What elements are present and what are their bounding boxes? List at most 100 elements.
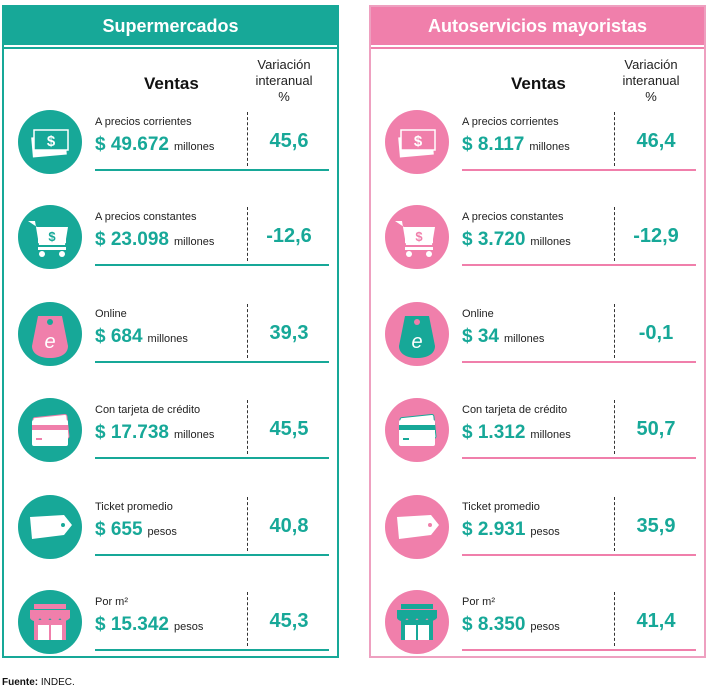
credit-card-icon [18,398,82,462]
metric-unit: millones [173,141,215,153]
money-icon: $ [385,110,449,174]
money-icon: $ [18,110,82,174]
metric-value: $ 49.672 [95,134,169,155]
row-underline [462,457,696,459]
svg-text:e: e [411,331,422,353]
variation-heading-line: % [645,89,657,104]
metric-unit: millones [173,236,215,248]
variation-value: 39,3 [269,322,309,344]
panel-title: Supermercados [4,7,337,45]
metric-row: Con tarjeta de crédito $ 1.312 millones 5… [371,398,704,468]
dashed-divider [614,112,615,166]
metric-label: A precios constantes [462,211,564,223]
svg-text:$: $ [415,229,423,244]
dashed-divider [614,207,615,261]
row-underline [95,554,329,556]
metric-value-wrap: $ 23.098 millones [95,229,214,251]
metric-value: $ 34 [462,326,499,347]
row-underline [95,169,329,171]
cart-icon: $ [18,205,82,269]
variation-value: 45,6 [269,130,309,152]
metric-label: Por m² [462,596,495,608]
ventas-heading: Ventas [511,74,566,93]
row-underline [95,457,329,459]
metric-unit: pesos [173,621,204,633]
row-underline [462,169,696,171]
metric-row: $ A precios corrientes $ 8.117 millones 4… [371,110,704,180]
variation-heading-line: Variación [624,57,678,72]
metric-row: $ A precios constantes $ 23.098 millones … [4,205,337,275]
variation-heading: Variación interanual% [249,57,319,105]
dashed-divider [247,497,248,551]
dashed-divider [614,400,615,454]
online-bag-icon: e [18,302,82,366]
footer-label: Fuente: [2,677,39,688]
metric-row: Ticket promedio $ 655 pesos 40,8 [4,495,337,565]
panel-autoservicios-mayoristas: Autoservicios mayoristas Ventas Variació… [369,5,706,658]
metric-label: Ticket promedio [95,501,173,513]
metric-value-wrap: $ 1.312 millones [462,422,571,444]
metric-unit: millones [530,429,571,441]
metric-value-wrap: $ 34 millones [462,326,544,348]
metric-row: $ A precios corrientes $ 49.672 millones … [4,110,337,180]
metric-value-wrap: $ 49.672 millones [95,134,214,156]
metric-unit: pesos [147,526,177,538]
svg-text:$: $ [48,229,56,244]
metric-unit: millones [173,429,215,441]
metric-value: $ 8.350 [462,614,526,635]
online-bag-icon: e [385,302,449,366]
metric-unit: millones [503,333,545,345]
ticket-tag-icon [385,495,449,559]
svg-text:e: e [44,331,55,353]
dashed-divider [614,497,615,551]
metric-value-wrap: $ 2.931 pesos [462,519,560,541]
store-icon [18,590,82,654]
metric-value-wrap: $ 15.342 pesos [95,614,203,636]
metric-unit: pesos [530,526,560,538]
metric-label: Ticket promedio [462,501,540,513]
metric-label: A precios corrientes [462,116,559,128]
credit-card-icon [385,398,449,462]
variation-value: 45,3 [269,610,309,632]
store-icon [385,590,449,654]
variation-value: 40,8 [269,515,309,537]
metric-value: $ 2.931 [462,519,526,540]
metric-row: e Online $ 34 millones -0,1 [371,302,704,372]
variation-value: -0,1 [638,322,674,344]
metric-value-wrap: $ 8.117 millones [462,134,570,156]
variation-value: 50,7 [636,418,676,440]
metric-row: Ticket promedio $ 2.931 pesos 35,9 [371,495,704,565]
footer-text: INDEC. [40,677,75,688]
metric-unit: pesos [530,621,560,633]
variation-value: 41,4 [636,610,676,632]
metric-value-wrap: $ 17.738 millones [95,422,214,444]
source-footer: Fuente: INDEC. [2,677,75,688]
metric-label: Con tarjeta de crédito [95,404,201,416]
metric-label: Online [462,308,494,320]
metric-row: Con tarjeta de crédito $ 17.738 millones … [4,398,337,468]
svg-text:$: $ [414,133,423,150]
header-divider [371,47,704,49]
panel-title: Autoservicios mayoristas [371,7,704,45]
metric-unit: millones [530,236,571,248]
row-underline [462,264,696,266]
row-underline [95,361,329,363]
variation-value: -12,6 [266,225,312,247]
metric-value: $ 684 [95,326,143,347]
variation-heading-line: Variación [257,57,311,72]
metric-value: $ 17.738 [95,422,169,443]
metric-value-wrap: $ 3.720 millones [462,229,571,251]
row-underline [95,649,329,651]
metric-unit: millones [529,141,570,153]
ventas-heading: Ventas [144,74,199,93]
dashed-divider [247,400,248,454]
row-underline [462,554,696,556]
metric-unit: millones [147,333,188,345]
variation-heading-line: % [278,89,290,104]
metric-label: Por m² [95,596,128,608]
svg-text:$: $ [47,133,56,150]
metric-value: $ 23.098 [95,229,169,250]
dashed-divider [614,592,615,646]
metric-label: A precios corrientes [95,116,192,128]
metric-row: $ A precios constantes $ 3.720 millones -… [371,205,704,275]
